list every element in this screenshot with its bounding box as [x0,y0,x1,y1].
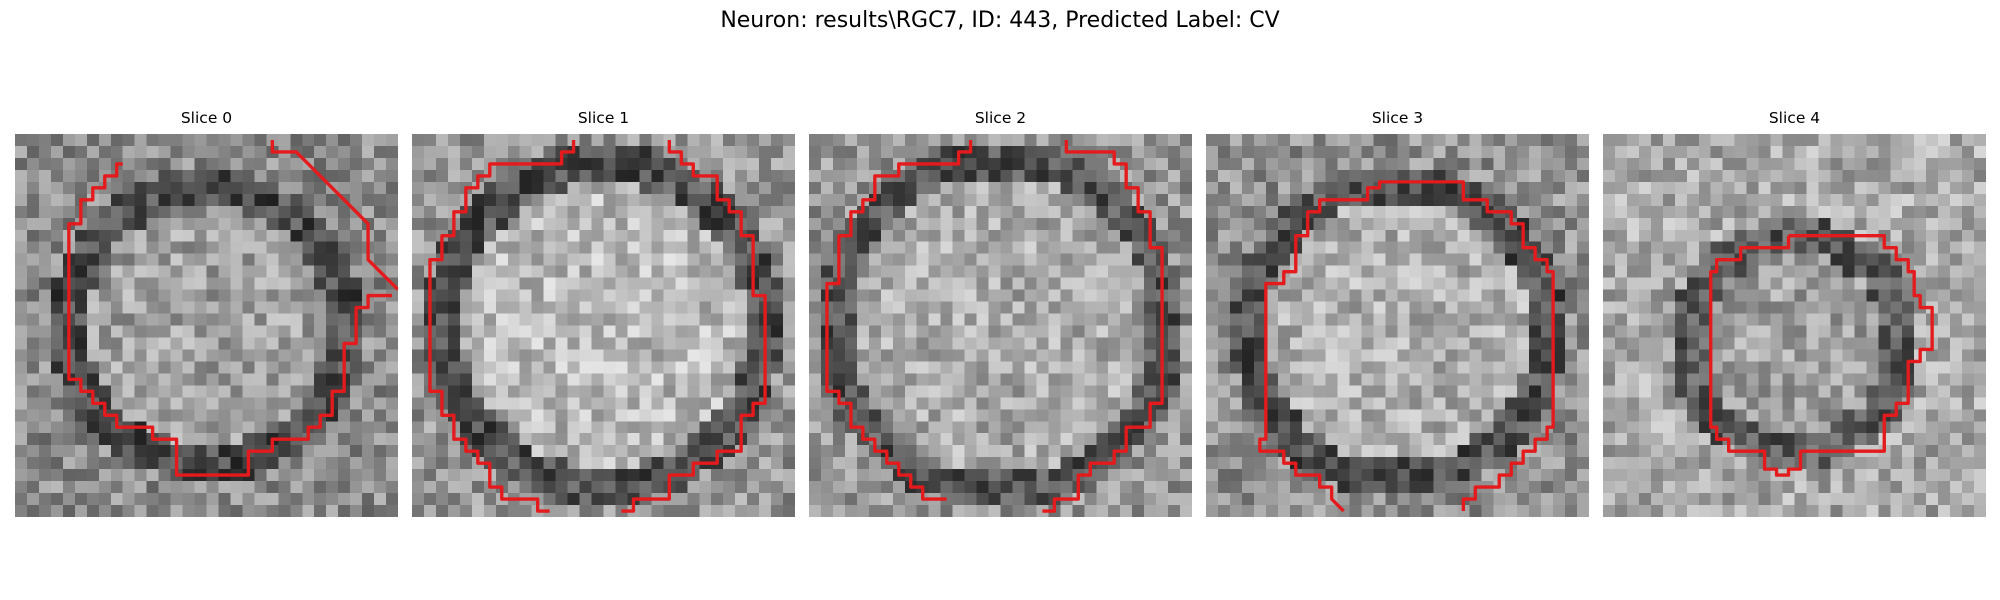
figure-title: Neuron: results\RGC7, ID: 443, Predicted… [720,8,1280,33]
slice-image-3 [1206,134,1589,517]
slice-panel-0: Slice 0 [15,107,398,517]
grayscale-patch [412,134,795,517]
roi-contour [1258,180,1555,513]
slice-title: Slice 3 [1371,109,1424,127]
grayscale-patch [1603,134,1986,517]
grayscale-patch [1206,134,1589,517]
slice-title: Slice 0 [180,109,233,127]
slice-panel-2: Slice 2 [809,107,1192,517]
roi-contour [428,139,767,513]
slice-title: Slice 4 [1768,109,1821,127]
slice-panel-4: Slice 4 [1603,107,1986,517]
slice-panel-3: Slice 3 [1206,107,1589,517]
slice-image-2 [809,134,1192,517]
grayscale-patch [15,134,398,517]
slice-image-1 [412,134,795,517]
slice-title: Slice 1 [577,109,630,127]
roi-contour [1709,234,1934,477]
roi-contour [825,139,1164,513]
slice-image-0 [15,134,398,517]
grayscale-patch [809,134,1192,517]
slice-image-4 [1603,134,1986,517]
slice-panel-1: Slice 1 [412,107,795,517]
roi-contour [67,139,398,477]
slice-title: Slice 2 [974,109,1027,127]
